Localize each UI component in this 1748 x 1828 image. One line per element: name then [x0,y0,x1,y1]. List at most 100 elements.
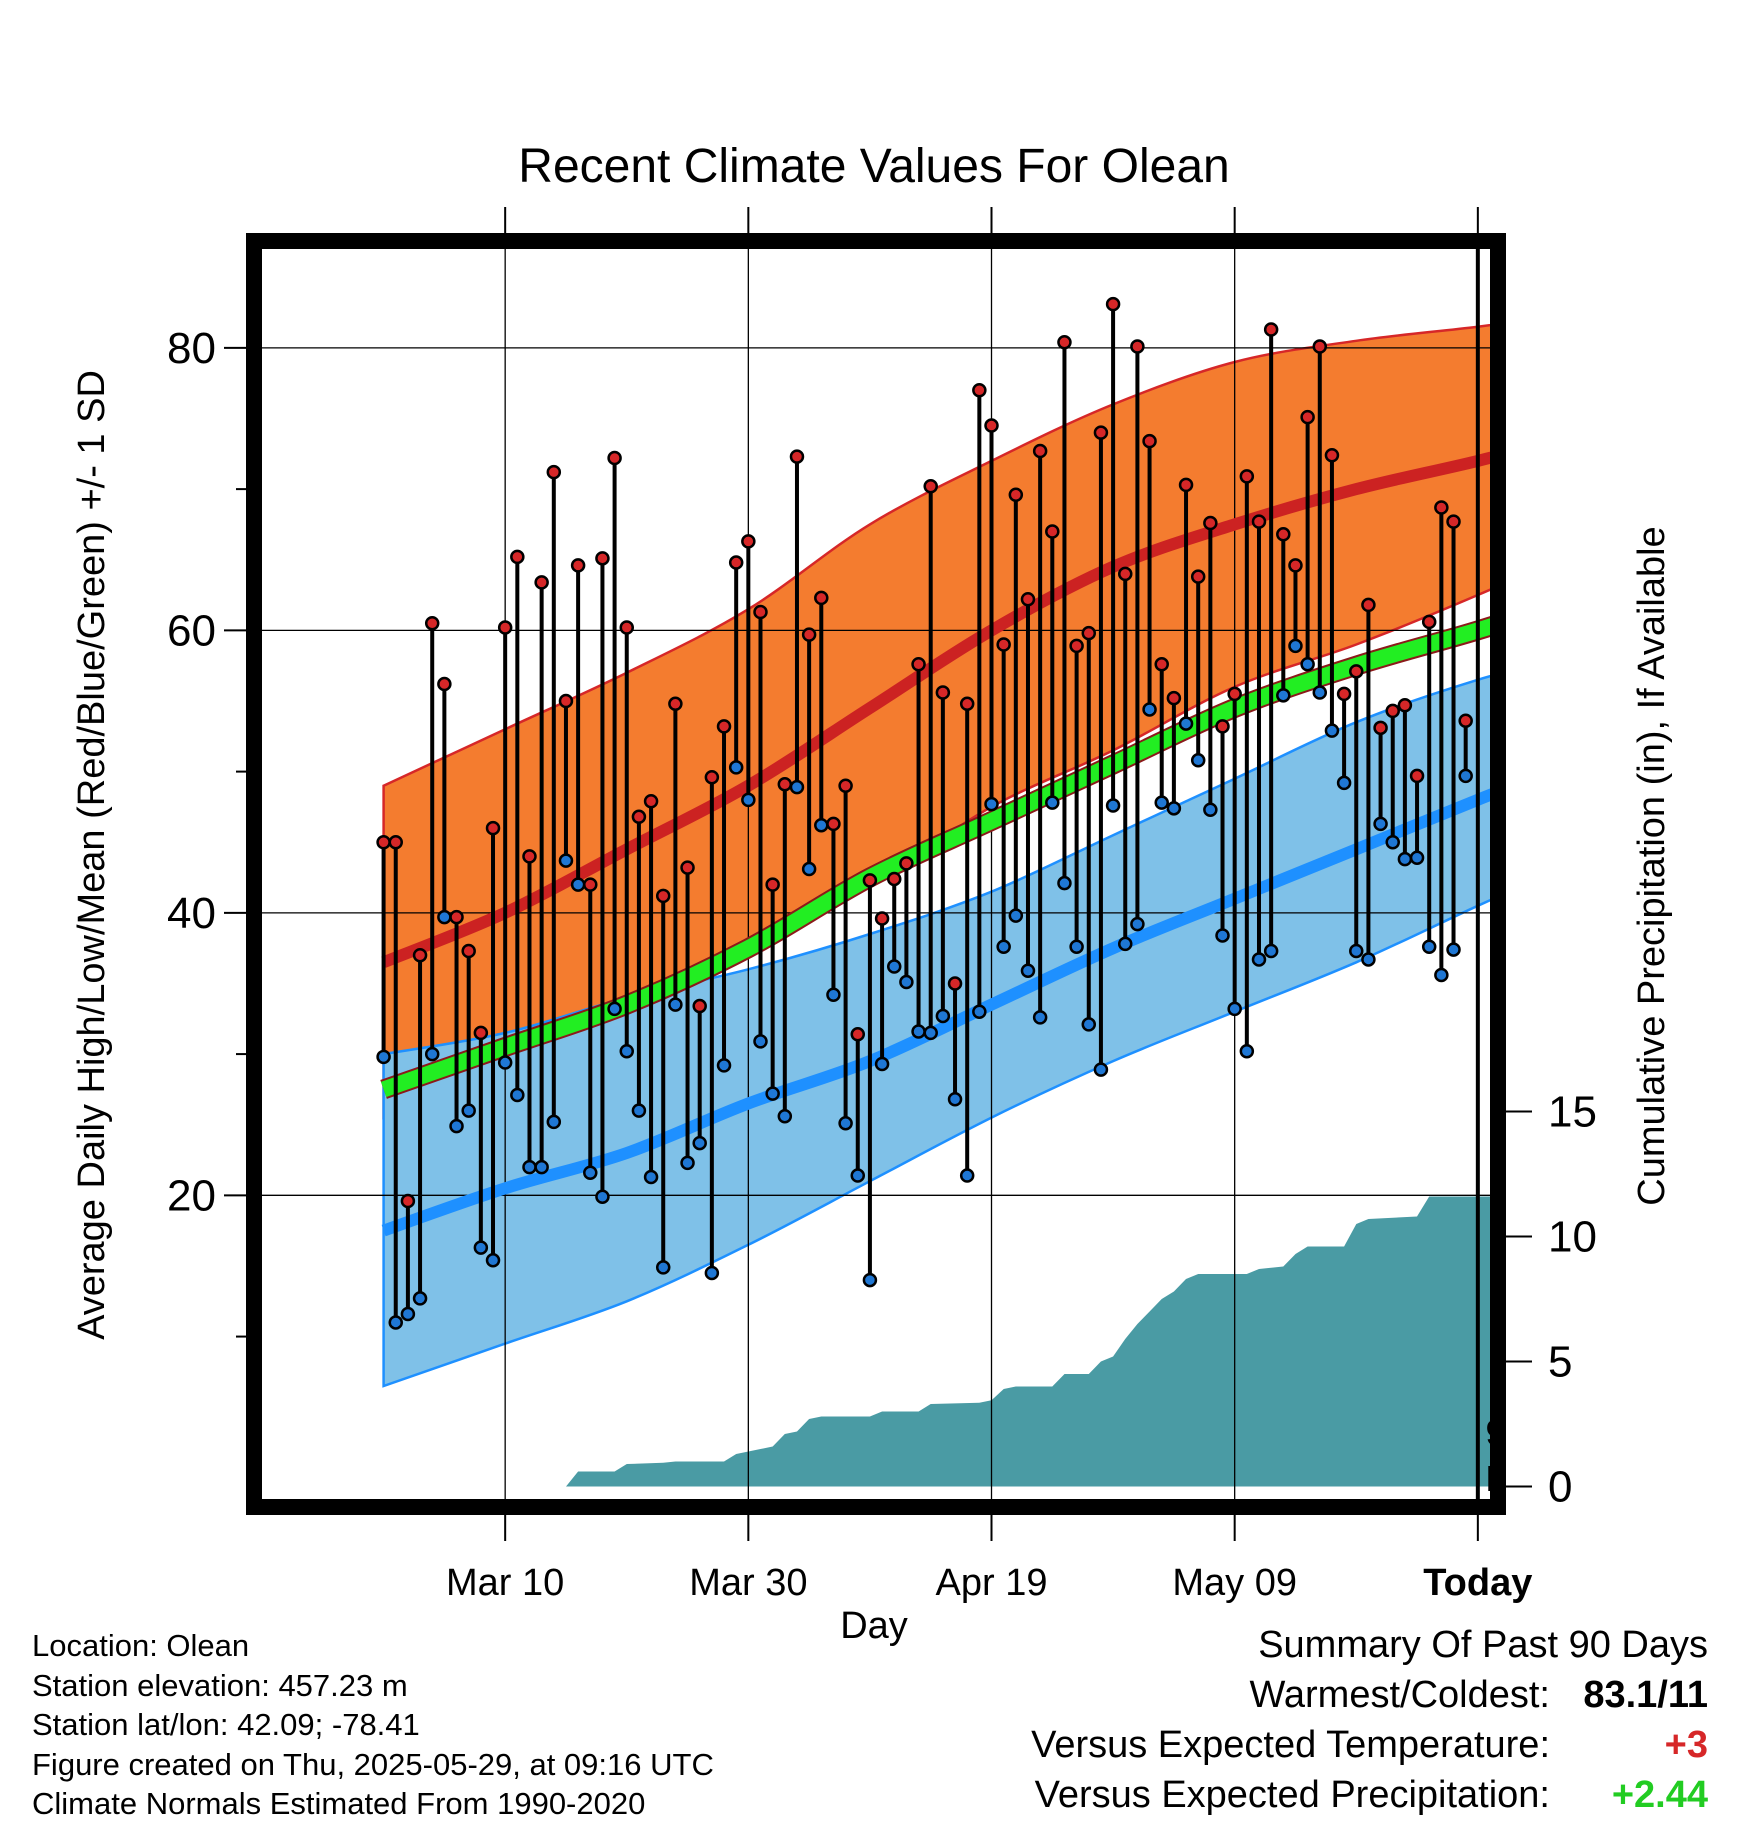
low-point [1178,716,1194,731]
high-point [558,693,574,709]
low-point [595,1189,610,1204]
low-point [522,1159,537,1175]
high-point [546,464,562,480]
low-point [1349,943,1364,959]
low-point [777,1108,793,1124]
high-point [947,976,963,991]
low-point [874,1056,890,1072]
high-point [741,534,756,549]
created-text: Figure created on Thu, 2025-05-29, at 09… [32,1746,714,1782]
high-point [1032,443,1048,459]
low-point [1312,685,1328,700]
y2-tick-label: 10 [1548,1213,1597,1262]
normals-note-text: Climate Normals Estimated From 1990-2020 [32,1786,646,1821]
high-point [1312,339,1328,354]
high-point [789,449,805,464]
high-point [984,418,999,433]
high-point [935,685,951,700]
y-tick-label: 40 [167,889,216,938]
low-point [680,1155,695,1171]
x-tick-label: Mar 10 [446,1562,564,1604]
summary-temp-row: Versus Expected Temperature: +3 [1031,1720,1708,1770]
low-point [1300,657,1315,672]
high-point [728,555,744,570]
high-point [1057,334,1072,350]
high-point [1397,697,1413,713]
low-point [1020,963,1036,979]
high-point [1446,514,1461,529]
high-point [1215,719,1230,734]
low-point [546,1114,562,1130]
high-point [874,911,890,926]
high-point [814,590,829,606]
temp-label: Versus Expected Temperature: [1031,1724,1550,1766]
high-point [449,909,464,925]
low-point [862,1272,878,1288]
low-point [1142,702,1157,717]
high-point [1263,322,1279,337]
high-point [607,450,622,466]
high-point [1300,409,1315,425]
high-point [899,856,914,871]
y2-tick-label: 5 [1548,1338,1572,1387]
x-tick-label: Today [1423,1562,1532,1604]
high-point [1130,339,1145,354]
low-point [1203,802,1218,817]
low-point [728,760,744,775]
high-point [1190,569,1206,584]
low-point [692,1135,707,1151]
high-point [1239,469,1255,484]
low-point [461,1103,476,1118]
low-point [850,1168,866,1183]
high-point [631,809,647,825]
precip-label: Versus Expected Precipitation: [1034,1774,1550,1816]
warmest-label: Warmest/Coldest: [1249,1674,1550,1716]
high-point [619,620,635,635]
low-point [388,1315,403,1330]
high-point [996,637,1011,652]
low-point [1057,875,1072,891]
high-point [1166,690,1182,706]
y-axis-left: 20 40 60 80 [167,324,246,1338]
high-point [1251,514,1267,529]
high-point [716,719,732,734]
low-point [1032,1010,1048,1025]
location-text: Location: Olean [32,1628,250,1663]
low-point [655,1260,671,1275]
low-point [923,1025,938,1041]
high-point [388,834,403,850]
high-point [850,1027,866,1042]
y-tick-label: 80 [167,324,216,373]
low-point [704,1265,720,1281]
high-point [1458,713,1473,729]
low-point [753,1034,768,1049]
x-tick-label: May 09 [1172,1562,1297,1604]
elevation-text: Station elevation: 457.23 m [32,1667,408,1703]
low-point [789,779,805,795]
low-point [376,1049,391,1065]
low-point [1239,1044,1255,1059]
low-point [558,853,574,868]
low-point [716,1058,732,1073]
high-point [400,1193,416,1209]
low-point [1105,798,1121,813]
high-point [412,947,428,963]
low-point [1385,834,1400,850]
high-point [1069,638,1084,654]
low-point [400,1306,416,1322]
high-point [1045,524,1060,539]
low-point [1130,916,1145,932]
low-point [1166,801,1182,816]
low-point [984,796,999,812]
low-point [814,818,829,833]
high-point [522,849,537,864]
y2-axis-label: Cumulative Precipitation (in), If Availa… [1631,526,1673,1205]
high-point [1409,768,1425,784]
low-point [412,1291,428,1306]
high-point [1349,664,1364,679]
low-point [1093,1062,1109,1077]
low-point [1008,908,1024,923]
high-point [655,888,671,904]
low-point [959,1168,975,1183]
